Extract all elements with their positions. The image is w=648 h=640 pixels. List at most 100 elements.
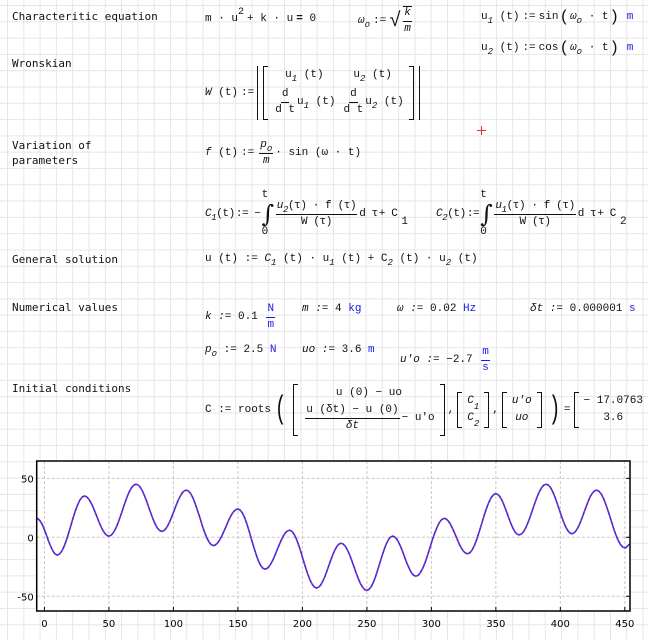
math-text: (t): [216, 207, 235, 220]
math-text: C := roots: [205, 403, 272, 416]
subscript: 2: [487, 47, 494, 57]
result-c2: 3.6: [603, 412, 624, 424]
index: 2: [620, 215, 627, 228]
m-value[interactable]: m := 4 kg: [302, 303, 362, 315]
integral: t ∫ 0: [480, 189, 493, 238]
math-text: (t): [218, 86, 239, 99]
x-tick-label: 200: [293, 619, 312, 630]
x-tick-label: 400: [551, 619, 570, 630]
bold-equals: =: [296, 13, 303, 25]
assign-operator: :=: [522, 11, 536, 23]
math-text: 0: [309, 13, 317, 25]
x-tick-label: 300: [422, 619, 441, 630]
subscript: o: [576, 16, 583, 26]
x-tick-label: 100: [164, 619, 183, 630]
math-text: ω: [570, 11, 577, 23]
y-tick-label: 0: [27, 533, 33, 544]
math-text: · t: [588, 11, 609, 23]
unit: m: [626, 11, 634, 23]
assign-operator: :=: [241, 86, 255, 99]
math-text: + C: [597, 207, 616, 220]
equations-vector: u (0) − uo u (δt) − u (0) δt − u'o: [293, 384, 445, 436]
series-line-red: [36, 483, 630, 591]
sqrt-icon: √: [389, 9, 402, 33]
assign-operator: :=: [241, 147, 255, 159]
math-text: W: [205, 86, 212, 99]
math-text: ω: [358, 14, 365, 27]
label-characteristic-equation: Characteritic equation: [12, 10, 158, 23]
assign-operator: :=: [522, 42, 536, 54]
math-text: cos: [538, 42, 559, 54]
index: 1: [401, 215, 408, 228]
y-tick-label: 50: [21, 474, 34, 485]
x-tick-label: 350: [486, 619, 505, 630]
label-initial-conditions: Initial conditions: [12, 382, 132, 395]
guess-vector: u'o uo: [501, 392, 542, 428]
crosshair-cursor-icon: [477, 126, 486, 135]
math-text: (t): [218, 147, 239, 159]
label-variation-of-parameters: Variation of parameters: [12, 139, 92, 167]
math-text: u (t) :=: [205, 253, 258, 265]
exponent: 2: [238, 7, 245, 18]
solution-plot[interactable]: 0 50 100 150 200 250 300 350 400 450 -50 0 50: [0, 455, 640, 640]
math-text: d τ: [577, 207, 597, 220]
unit: m: [626, 42, 634, 54]
label-numerical-values: Numerical values: [12, 301, 118, 314]
subscript: o: [576, 47, 583, 57]
x-tick-label: 250: [357, 619, 376, 630]
x-tick-label: 450: [615, 619, 634, 630]
initial-conditions-roots[interactable]: C := roots ( u (0) − uo u (δt) − u (0) δt…: [205, 384, 648, 436]
result-c1: − 17.0763: [583, 395, 643, 407]
assign-operator: :=: [466, 207, 480, 220]
x-tick-label: 150: [228, 619, 247, 630]
fraction: u2(τ) · f (τ) W (τ): [275, 199, 358, 228]
math-text: m · u: [205, 13, 239, 25]
math-text: ω: [570, 42, 577, 54]
math-text: u: [481, 42, 488, 54]
y-tick-label: -50: [17, 592, 33, 603]
force-definition[interactable]: f (t):= po m · sin (ω · t): [205, 139, 361, 168]
fraction: u1(τ) · f (τ) W (τ): [494, 199, 576, 228]
assign-operator: := −: [235, 207, 261, 220]
math-text: d τ: [359, 207, 378, 220]
math-text: + C: [378, 207, 398, 220]
denominator: m: [404, 23, 411, 35]
subscript: 1: [211, 212, 217, 223]
math-text: C: [205, 207, 212, 220]
subscript: o: [364, 19, 371, 30]
dt-value[interactable]: δt := 0.000001 s: [530, 303, 636, 315]
plot-frame: [35, 460, 631, 612]
math-text: C: [436, 207, 443, 220]
math-text: + k · u: [247, 13, 294, 25]
label-general-solution: General solution: [12, 253, 118, 266]
x-tick-label: 50: [103, 619, 116, 630]
math-text: u: [481, 11, 488, 23]
math-text: sin: [538, 11, 559, 23]
omega-value[interactable]: ω := 0.02 Hz: [397, 303, 477, 315]
result-vector: − 17.0763 3.6: [573, 392, 648, 428]
numerator: k: [403, 7, 412, 22]
math-text: (t): [447, 207, 466, 220]
math-text: (t): [499, 11, 520, 23]
subscript: 1: [487, 16, 494, 26]
uo-value[interactable]: uo := 3.6 m: [302, 344, 375, 356]
label-wronskian: Wronskian: [12, 57, 72, 70]
x-tick-label: 0: [41, 619, 47, 630]
